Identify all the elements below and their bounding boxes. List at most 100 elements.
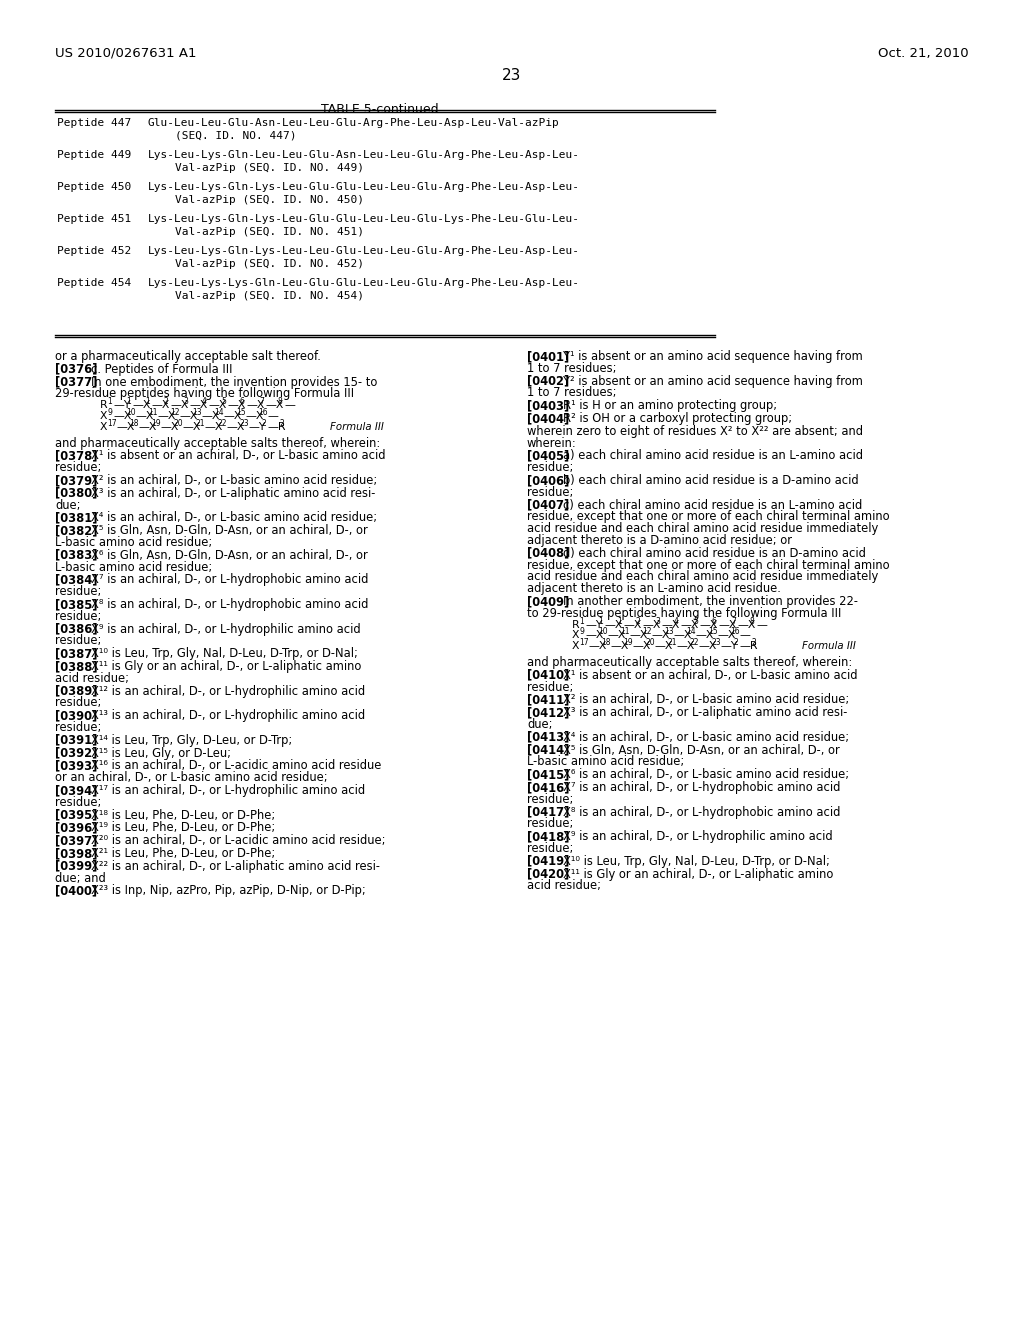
- Text: [0399]: [0399]: [55, 859, 97, 873]
- Text: X⁵ is Gln, Asn, D-Gln, D-Asn, or an achiral, D-, or: X⁵ is Gln, Asn, D-Gln, D-Asn, or an achi…: [563, 743, 840, 756]
- Text: [0402]: [0402]: [527, 375, 569, 388]
- Text: —: —: [267, 411, 278, 421]
- Text: X² is an achiral, D-, or L-basic amino acid residue;: X² is an achiral, D-, or L-basic amino a…: [563, 693, 849, 706]
- Text: [0393]: [0393]: [55, 759, 97, 772]
- Text: Peptide 454: Peptide 454: [57, 279, 131, 288]
- Text: X: X: [100, 411, 108, 421]
- Text: [0381]: [0381]: [55, 511, 97, 524]
- Text: Val-azPip (SEQ. ID. NO. 450): Val-azPip (SEQ. ID. NO. 450): [175, 195, 364, 205]
- Text: 11: 11: [148, 408, 158, 417]
- Text: 1 to 7 residues;: 1 to 7 residues;: [527, 362, 616, 375]
- Text: residue;: residue;: [527, 793, 573, 805]
- Text: Oct. 21, 2010: Oct. 21, 2010: [879, 48, 969, 59]
- Text: [0378]: [0378]: [55, 449, 97, 462]
- Text: [0419]: [0419]: [527, 855, 569, 867]
- Text: 2: 2: [261, 418, 266, 428]
- Text: X: X: [100, 422, 108, 432]
- Text: X⁹ is an achiral, D-, or L-hydrophilic amino acid: X⁹ is an achiral, D-, or L-hydrophilic a…: [91, 623, 360, 636]
- Text: 5: 5: [221, 397, 226, 407]
- Text: —X: —X: [160, 422, 178, 432]
- Text: —X: —X: [179, 411, 198, 421]
- Text: residue;: residue;: [527, 817, 573, 830]
- Text: 1 to 7 residues;: 1 to 7 residues;: [527, 387, 616, 400]
- Text: 2: 2: [164, 397, 169, 407]
- Text: [0386]: [0386]: [55, 623, 97, 636]
- Text: 20: 20: [173, 418, 182, 428]
- Text: —X: —X: [607, 631, 626, 640]
- Text: residue;: residue;: [527, 486, 573, 499]
- Text: Lys-Leu-Lys-Gln-Lys-Leu-Glu-Glu-Leu-Leu-Glu-Lys-Phe-Leu-Glu-Leu-: Lys-Leu-Lys-Gln-Lys-Leu-Glu-Glu-Leu-Leu-…: [148, 214, 580, 224]
- Text: [0416]: [0416]: [527, 781, 569, 795]
- Text: 23: 23: [239, 418, 249, 428]
- Text: or an achiral, D-, or L-basic amino acid residue;: or an achiral, D-, or L-basic amino acid…: [55, 771, 328, 784]
- Text: 5: 5: [693, 616, 698, 626]
- Text: —X: —X: [204, 422, 222, 432]
- Text: X⁸ is an achiral, D-, or L-hydrophobic amino acid: X⁸ is an achiral, D-, or L-hydrophobic a…: [91, 598, 369, 611]
- Text: R: R: [572, 619, 580, 630]
- Text: Val-azPip (SEQ. ID. NO. 449): Val-azPip (SEQ. ID. NO. 449): [175, 162, 364, 173]
- Text: 7: 7: [259, 397, 264, 407]
- Text: X¹⁹ is Leu, Phe, D-Leu, or D-Phe;: X¹⁹ is Leu, Phe, D-Leu, or D-Phe;: [91, 821, 275, 834]
- Text: [0408]: [0408]: [527, 546, 569, 560]
- Text: —X: —X: [135, 411, 154, 421]
- Text: residue;: residue;: [55, 721, 101, 734]
- Text: 23: 23: [711, 638, 721, 647]
- Text: 4: 4: [674, 616, 679, 626]
- Text: 1: 1: [579, 616, 584, 626]
- Text: 13: 13: [664, 627, 674, 636]
- Text: 16: 16: [730, 627, 739, 636]
- Text: [0395]: [0395]: [55, 809, 97, 821]
- Text: 19: 19: [151, 418, 161, 428]
- Text: X: X: [572, 631, 580, 640]
- Text: L-basic amino acid residue;: L-basic amino acid residue;: [527, 755, 684, 768]
- Text: residue;: residue;: [527, 842, 573, 855]
- Text: 20: 20: [645, 638, 654, 647]
- Text: [0384]: [0384]: [55, 573, 97, 586]
- Text: —: —: [284, 400, 295, 411]
- Text: Peptide 447: Peptide 447: [57, 117, 131, 128]
- Text: X²¹ is Leu, Phe, D-Leu, or D-Phe;: X²¹ is Leu, Phe, D-Leu, or D-Phe;: [91, 847, 275, 861]
- Text: [0379]: [0379]: [55, 474, 97, 487]
- Text: —X: —X: [651, 631, 670, 640]
- Text: [0394]: [0394]: [55, 784, 97, 797]
- Text: (SEQ. ID. NO. 447): (SEQ. ID. NO. 447): [175, 131, 297, 141]
- Text: [0406]: [0406]: [527, 474, 569, 487]
- Text: 6: 6: [240, 397, 245, 407]
- Text: 15: 15: [708, 627, 718, 636]
- Text: In one embodiment, the invention provides 15- to: In one embodiment, the invention provide…: [91, 376, 378, 388]
- Text: [0404]: [0404]: [527, 412, 569, 425]
- Text: Lys-Leu-Lys-Gln-Lys-Leu-Glu-Glu-Leu-Leu-Glu-Arg-Phe-Leu-Asp-Leu-: Lys-Leu-Lys-Gln-Lys-Leu-Glu-Glu-Leu-Leu-…: [148, 182, 580, 191]
- Text: X⁶ is an achiral, D-, or L-basic amino acid residue;: X⁶ is an achiral, D-, or L-basic amino a…: [563, 768, 849, 781]
- Text: [0388]: [0388]: [55, 660, 97, 673]
- Text: —X: —X: [223, 411, 242, 421]
- Text: to 29-residue peptides having the following Formula III: to 29-residue peptides having the follow…: [527, 607, 842, 620]
- Text: X¹⁷ is an achiral, D-, or L-hydrophilic amino acid: X¹⁷ is an achiral, D-, or L-hydrophilic …: [91, 784, 366, 797]
- Text: —X: —X: [695, 631, 714, 640]
- Text: 2: 2: [752, 638, 757, 647]
- Text: Formula III: Formula III: [802, 642, 856, 651]
- Text: R¹ is H or an amino protecting group;: R¹ is H or an amino protecting group;: [563, 399, 777, 412]
- Text: X³ is an achiral, D-, or L-aliphatic amino acid resi-: X³ is an achiral, D-, or L-aliphatic ami…: [91, 487, 376, 500]
- Text: 23: 23: [503, 69, 521, 83]
- Text: [0397]: [0397]: [55, 834, 97, 847]
- Text: 15: 15: [236, 408, 246, 417]
- Text: 16: 16: [258, 408, 267, 417]
- Text: 3: 3: [655, 616, 659, 626]
- Text: due;: due;: [527, 718, 553, 731]
- Text: —X: —X: [629, 631, 647, 640]
- Text: d) each chiral amino acid residue is an D-amino acid: d) each chiral amino acid residue is an …: [563, 546, 866, 560]
- Text: —X: —X: [227, 400, 246, 411]
- Text: [0400]: [0400]: [55, 884, 97, 898]
- Text: Peptide 451: Peptide 451: [57, 214, 131, 224]
- Text: [0407]: [0407]: [527, 499, 569, 512]
- Text: 12: 12: [170, 408, 179, 417]
- Text: X¹¹ is Gly or an achiral, D-, or L-aliphatic amino: X¹¹ is Gly or an achiral, D-, or L-aliph…: [91, 660, 361, 673]
- Text: [0414]: [0414]: [527, 743, 569, 756]
- Text: residue;: residue;: [527, 681, 573, 693]
- Text: —X: —X: [642, 619, 660, 630]
- Text: [0391]: [0391]: [55, 734, 97, 747]
- Text: X¹¹ is Gly or an achiral, D-, or L-aliphatic amino: X¹¹ is Gly or an achiral, D-, or L-aliph…: [563, 867, 834, 880]
- Text: —Y: —Y: [248, 422, 265, 432]
- Text: —X: —X: [132, 400, 151, 411]
- Text: —X: —X: [201, 411, 219, 421]
